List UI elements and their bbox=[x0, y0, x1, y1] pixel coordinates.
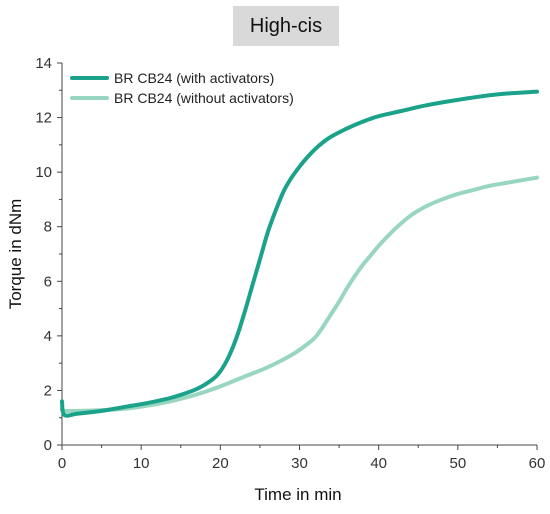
legend-item-without-activators: BR CB24 (without activators) bbox=[70, 90, 294, 106]
y-tick-label: 6 bbox=[44, 273, 52, 290]
y-tick-label: 4 bbox=[44, 328, 52, 345]
x-tick-label: 60 bbox=[529, 455, 546, 472]
legend-label: BR CB24 (with activators) bbox=[114, 70, 274, 86]
y-tick-label: 8 bbox=[44, 219, 52, 236]
series-line-with-activators bbox=[60, 89, 539, 418]
legend-item-with-activators: BR CB24 (with activators) bbox=[70, 70, 274, 86]
y-tick-label: 14 bbox=[35, 55, 52, 72]
axes: 0 2 4 6 8 10 12 14 0 10 20 30 40 50 60 bbox=[35, 55, 545, 472]
chart-title: High-cis bbox=[249, 14, 323, 37]
series-lines bbox=[60, 89, 539, 418]
x-tick-label: 0 bbox=[58, 455, 66, 472]
y-tick-label: 0 bbox=[44, 437, 52, 454]
x-tick-label: 40 bbox=[370, 455, 387, 472]
y-tick-label: 10 bbox=[35, 164, 52, 181]
chart-title-box: High-cis bbox=[233, 6, 339, 46]
x-axis-title: Time in min bbox=[254, 485, 341, 504]
y-axis-title: Torque in dNm bbox=[6, 199, 25, 310]
x-tick-label: 30 bbox=[291, 455, 308, 472]
x-tick-label: 20 bbox=[212, 455, 229, 472]
x-tick-label: 50 bbox=[449, 455, 466, 472]
legend: BR CB24 (with activators) BR CB24 (withou… bbox=[70, 70, 294, 106]
series-line-without-activators bbox=[60, 175, 539, 414]
y-tick-label: 2 bbox=[44, 382, 52, 399]
legend-label: BR CB24 (without activators) bbox=[114, 90, 294, 106]
y-tick-label: 12 bbox=[35, 110, 52, 127]
x-tick-label: 10 bbox=[133, 455, 150, 472]
